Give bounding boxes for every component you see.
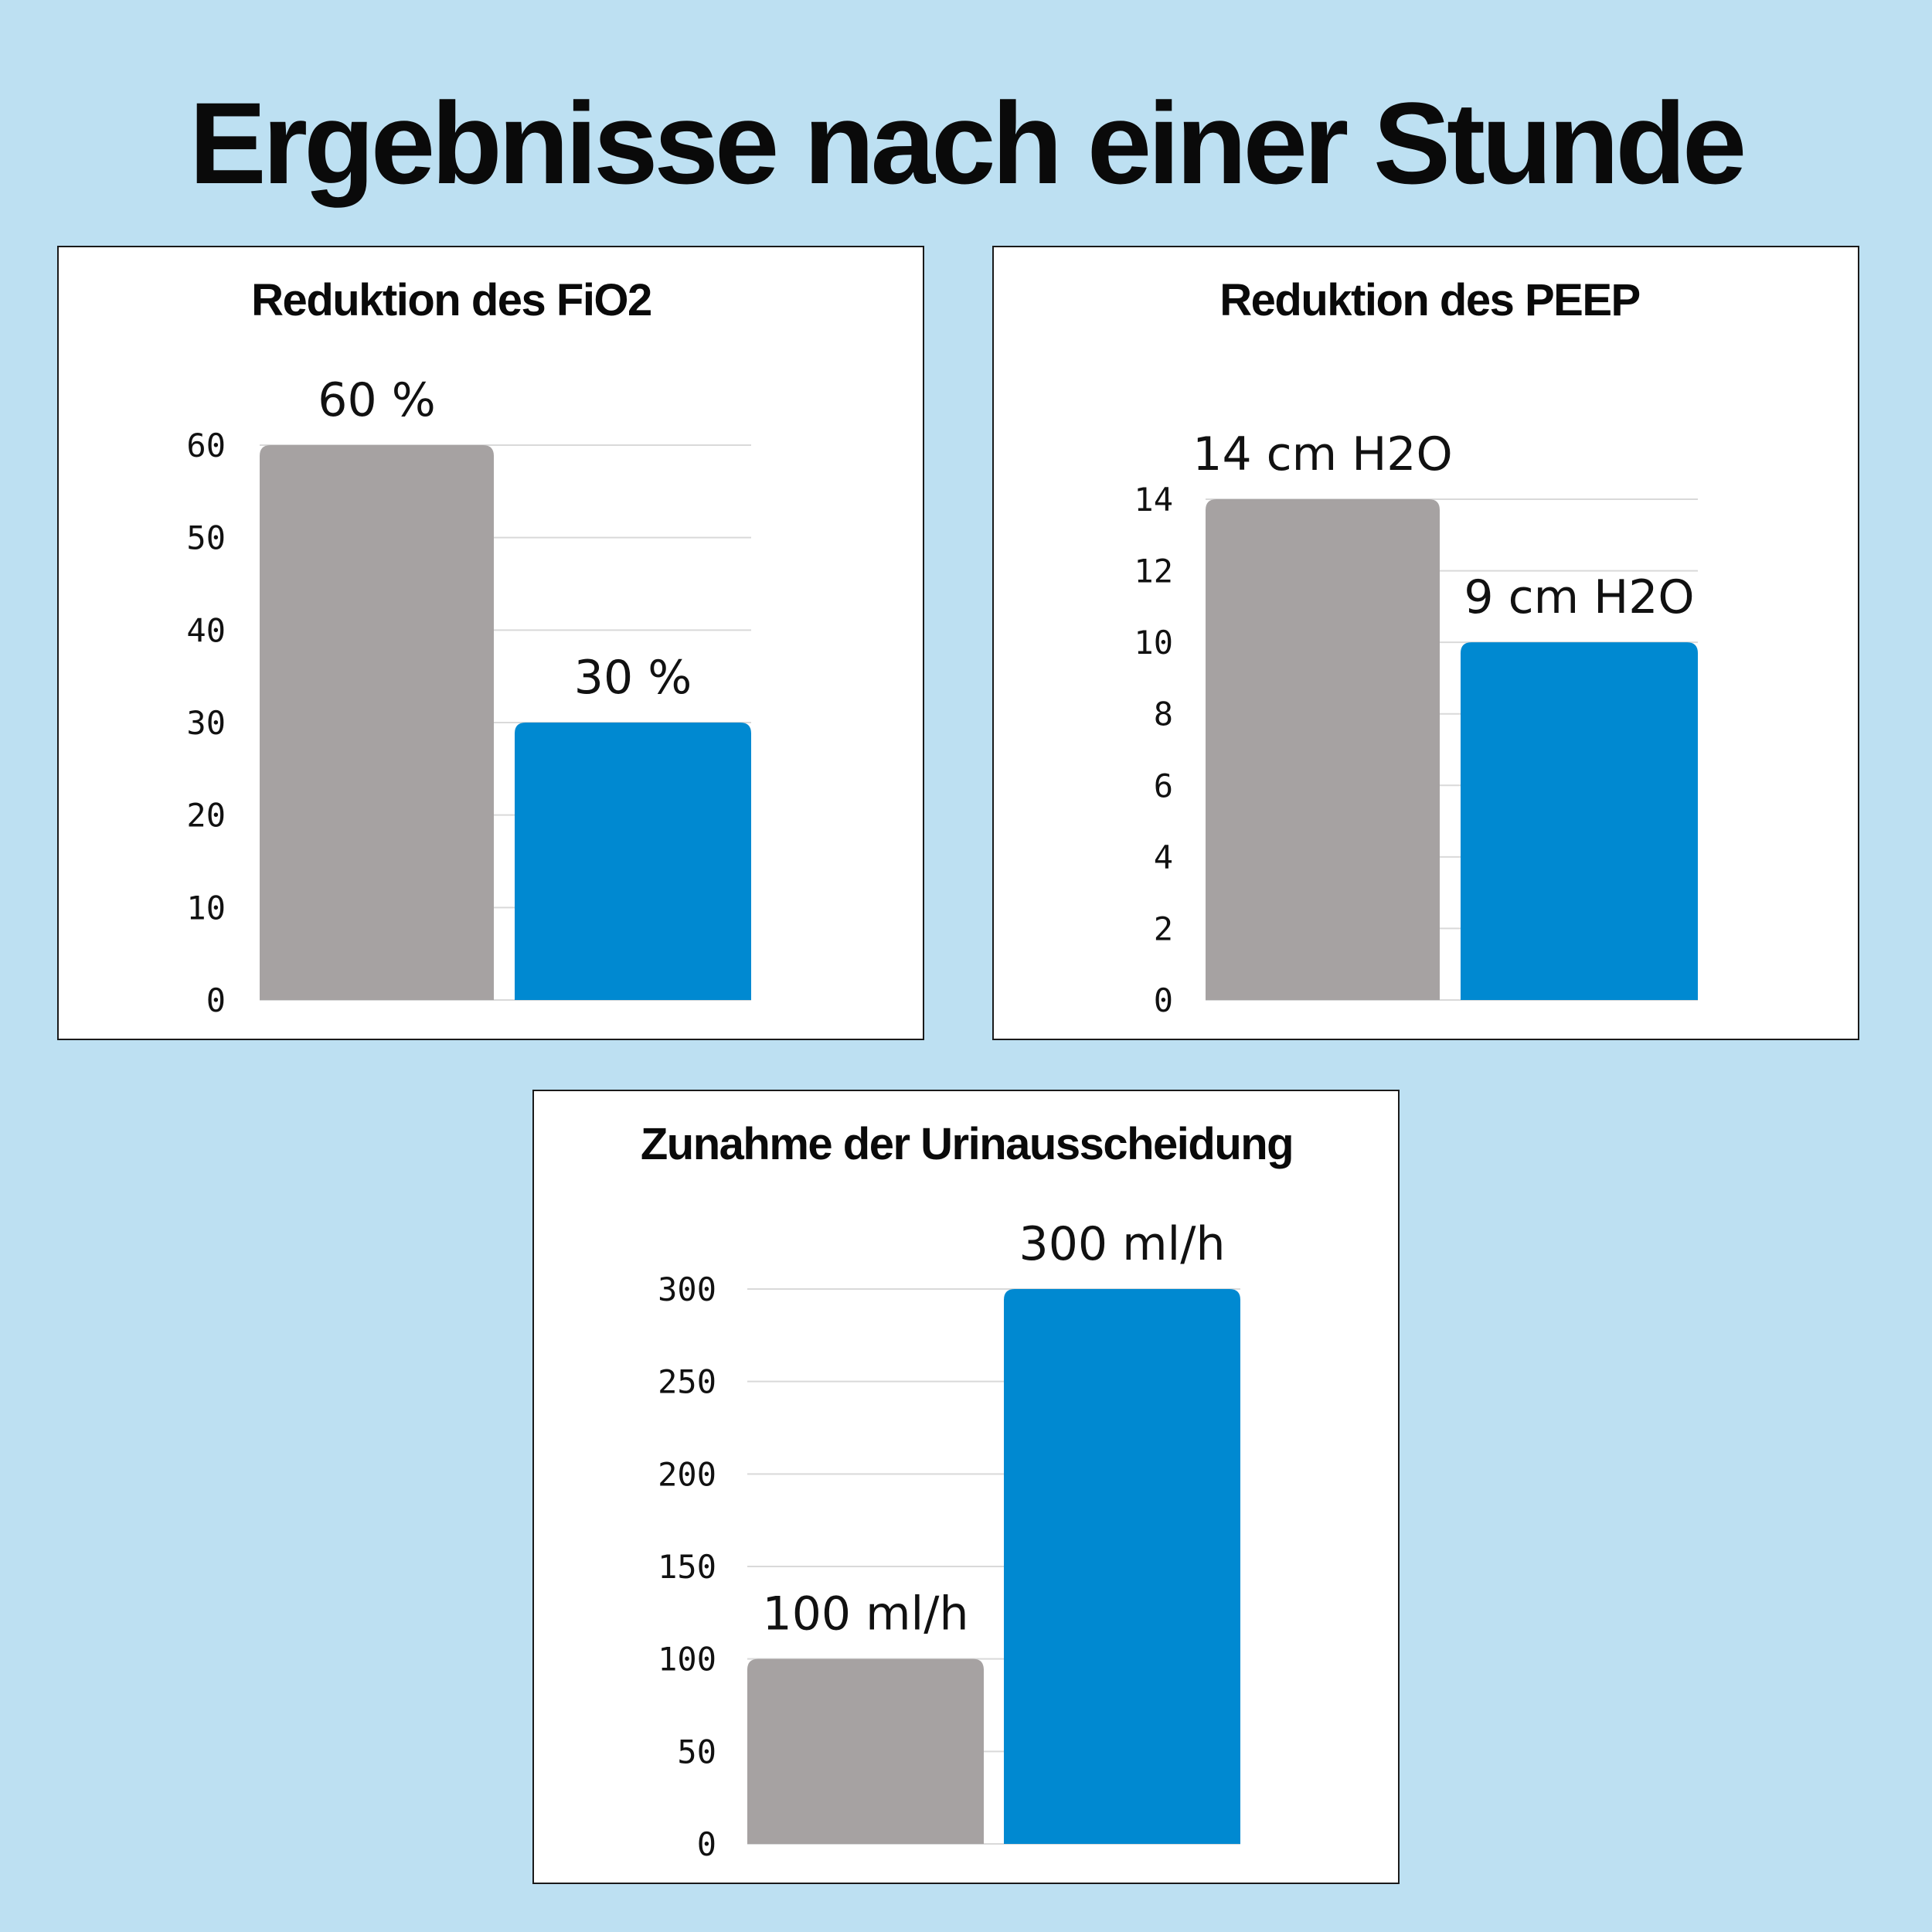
y-tick-label: 8 — [1154, 696, 1173, 733]
y-tick-label: 6 — [1154, 767, 1173, 804]
y-tick-label: 0 — [1154, 981, 1173, 1019]
y-tick-label: 0 — [697, 1825, 716, 1863]
data-label: 14 cm H2O — [1192, 427, 1452, 481]
chart-title: Reduktion des FiO2 — [251, 275, 651, 325]
y-tick-label: 40 — [186, 611, 226, 649]
chart-title: Zunahme der Urinausscheidung — [641, 1119, 1293, 1169]
data-label: 60 % — [318, 373, 435, 427]
chart-panel-peep: Reduktion des PEEP 0 2 4 6 8 10 12 14 14 cm H2O 9 … — [992, 246, 1859, 1040]
bar-after — [1004, 1289, 1240, 1844]
y-tick-label: 50 — [677, 1733, 716, 1770]
y-tick-label: 250 — [658, 1363, 716, 1401]
data-label: 300 ml/h — [1019, 1217, 1226, 1271]
bar-before — [1206, 499, 1440, 1000]
bar-before — [747, 1658, 984, 1844]
y-tick-label: 2 — [1154, 910, 1173, 947]
y-tick-label: 20 — [186, 797, 226, 835]
y-tick-label: 12 — [1134, 553, 1173, 590]
bar-before — [260, 445, 494, 1000]
y-tick-label: 200 — [658, 1455, 716, 1493]
y-tick-label: 10 — [186, 889, 226, 927]
y-tick-label: 4 — [1154, 838, 1173, 876]
chart-svg: Reduktion des PEEP 0 2 4 6 8 10 12 14 14 cm H2O 9 … — [1134, 275, 1698, 1019]
chart-title: Reduktion des PEEP — [1219, 275, 1639, 325]
y-tick-label: 50 — [186, 519, 226, 557]
y-tick-label: 60 — [186, 427, 226, 464]
data-label: 30 % — [574, 651, 692, 705]
chart-panel-urine: Zunahme der Urinausscheidung 0 50 100 150 200… — [532, 1090, 1400, 1884]
y-tick-label: 100 — [658, 1641, 716, 1679]
page-title: Ergebnisse nach einer Stunde — [189, 78, 1747, 208]
chart-svg: Zunahme der Urinausscheidung 0 50 100 150 200… — [641, 1119, 1294, 1863]
bar-after — [1461, 642, 1698, 1000]
y-tick-label: 10 — [1134, 624, 1173, 662]
chart-svg: Reduktion des FiO2 0 10 20 30 40 50 60 60 % 30 % — [186, 275, 751, 1019]
data-label: 100 ml/h — [763, 1587, 969, 1641]
y-tick-label: 30 — [186, 704, 226, 742]
chart-panel-fio2: Reduktion des FiO2 0 10 20 30 40 50 60 60 % 30 % — [57, 246, 924, 1040]
data-label: 9 cm H2O — [1464, 570, 1694, 624]
y-tick-label: 0 — [206, 981, 226, 1019]
bar-after — [515, 723, 751, 1000]
y-tick-label: 300 — [658, 1270, 716, 1308]
y-tick-label: 150 — [658, 1548, 716, 1586]
y-tick-label: 14 — [1134, 481, 1173, 519]
